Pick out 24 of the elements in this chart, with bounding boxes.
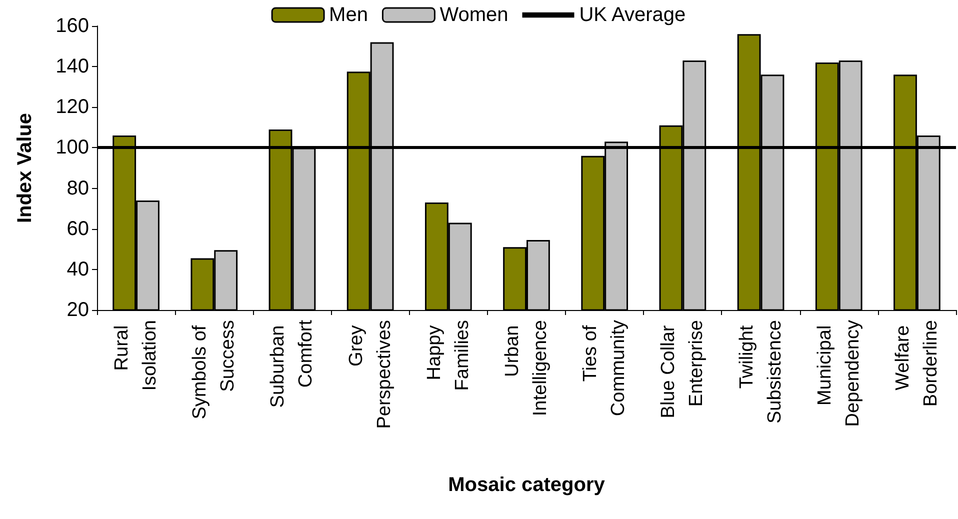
legend-label: Women (440, 4, 508, 26)
x-tick-label: Ties of Community (580, 320, 630, 416)
y-tick-label: 40 (66, 258, 89, 280)
x-axis-title: Mosaic category (448, 474, 606, 496)
x-tick-label: Municipal Dependency (814, 320, 864, 427)
x-tick-label: Welfare Borderline (892, 320, 942, 407)
x-tick-label: Symbols of Success (190, 320, 239, 420)
x-tick-label: Happy Families (424, 320, 473, 391)
x-tick-label: Urban Intelligence (502, 320, 551, 416)
x-tick-label: Blue Collar Enterprise (658, 320, 708, 418)
y-tick-label: 100 (56, 136, 89, 159)
y-tick-label: 120 (56, 96, 89, 118)
x-tick-label: Suburban Comfort (268, 319, 317, 408)
legend-label: UK Average (579, 4, 686, 26)
legend-label: Men (329, 4, 368, 26)
y-tick-label: 60 (66, 218, 89, 240)
x-tick-label: Grey Perspectives (346, 320, 395, 429)
y-tick-label: 140 (56, 56, 89, 78)
x-tick-label: Twilight Subsistence (736, 320, 786, 424)
y-tick-label: 20 (66, 299, 89, 321)
y-tick-label: 160 (56, 15, 89, 37)
y-axis-title: Index Value (14, 112, 36, 224)
y-tick-label: 80 (66, 177, 89, 200)
x-tick-label: Rural Isolation (112, 320, 161, 391)
